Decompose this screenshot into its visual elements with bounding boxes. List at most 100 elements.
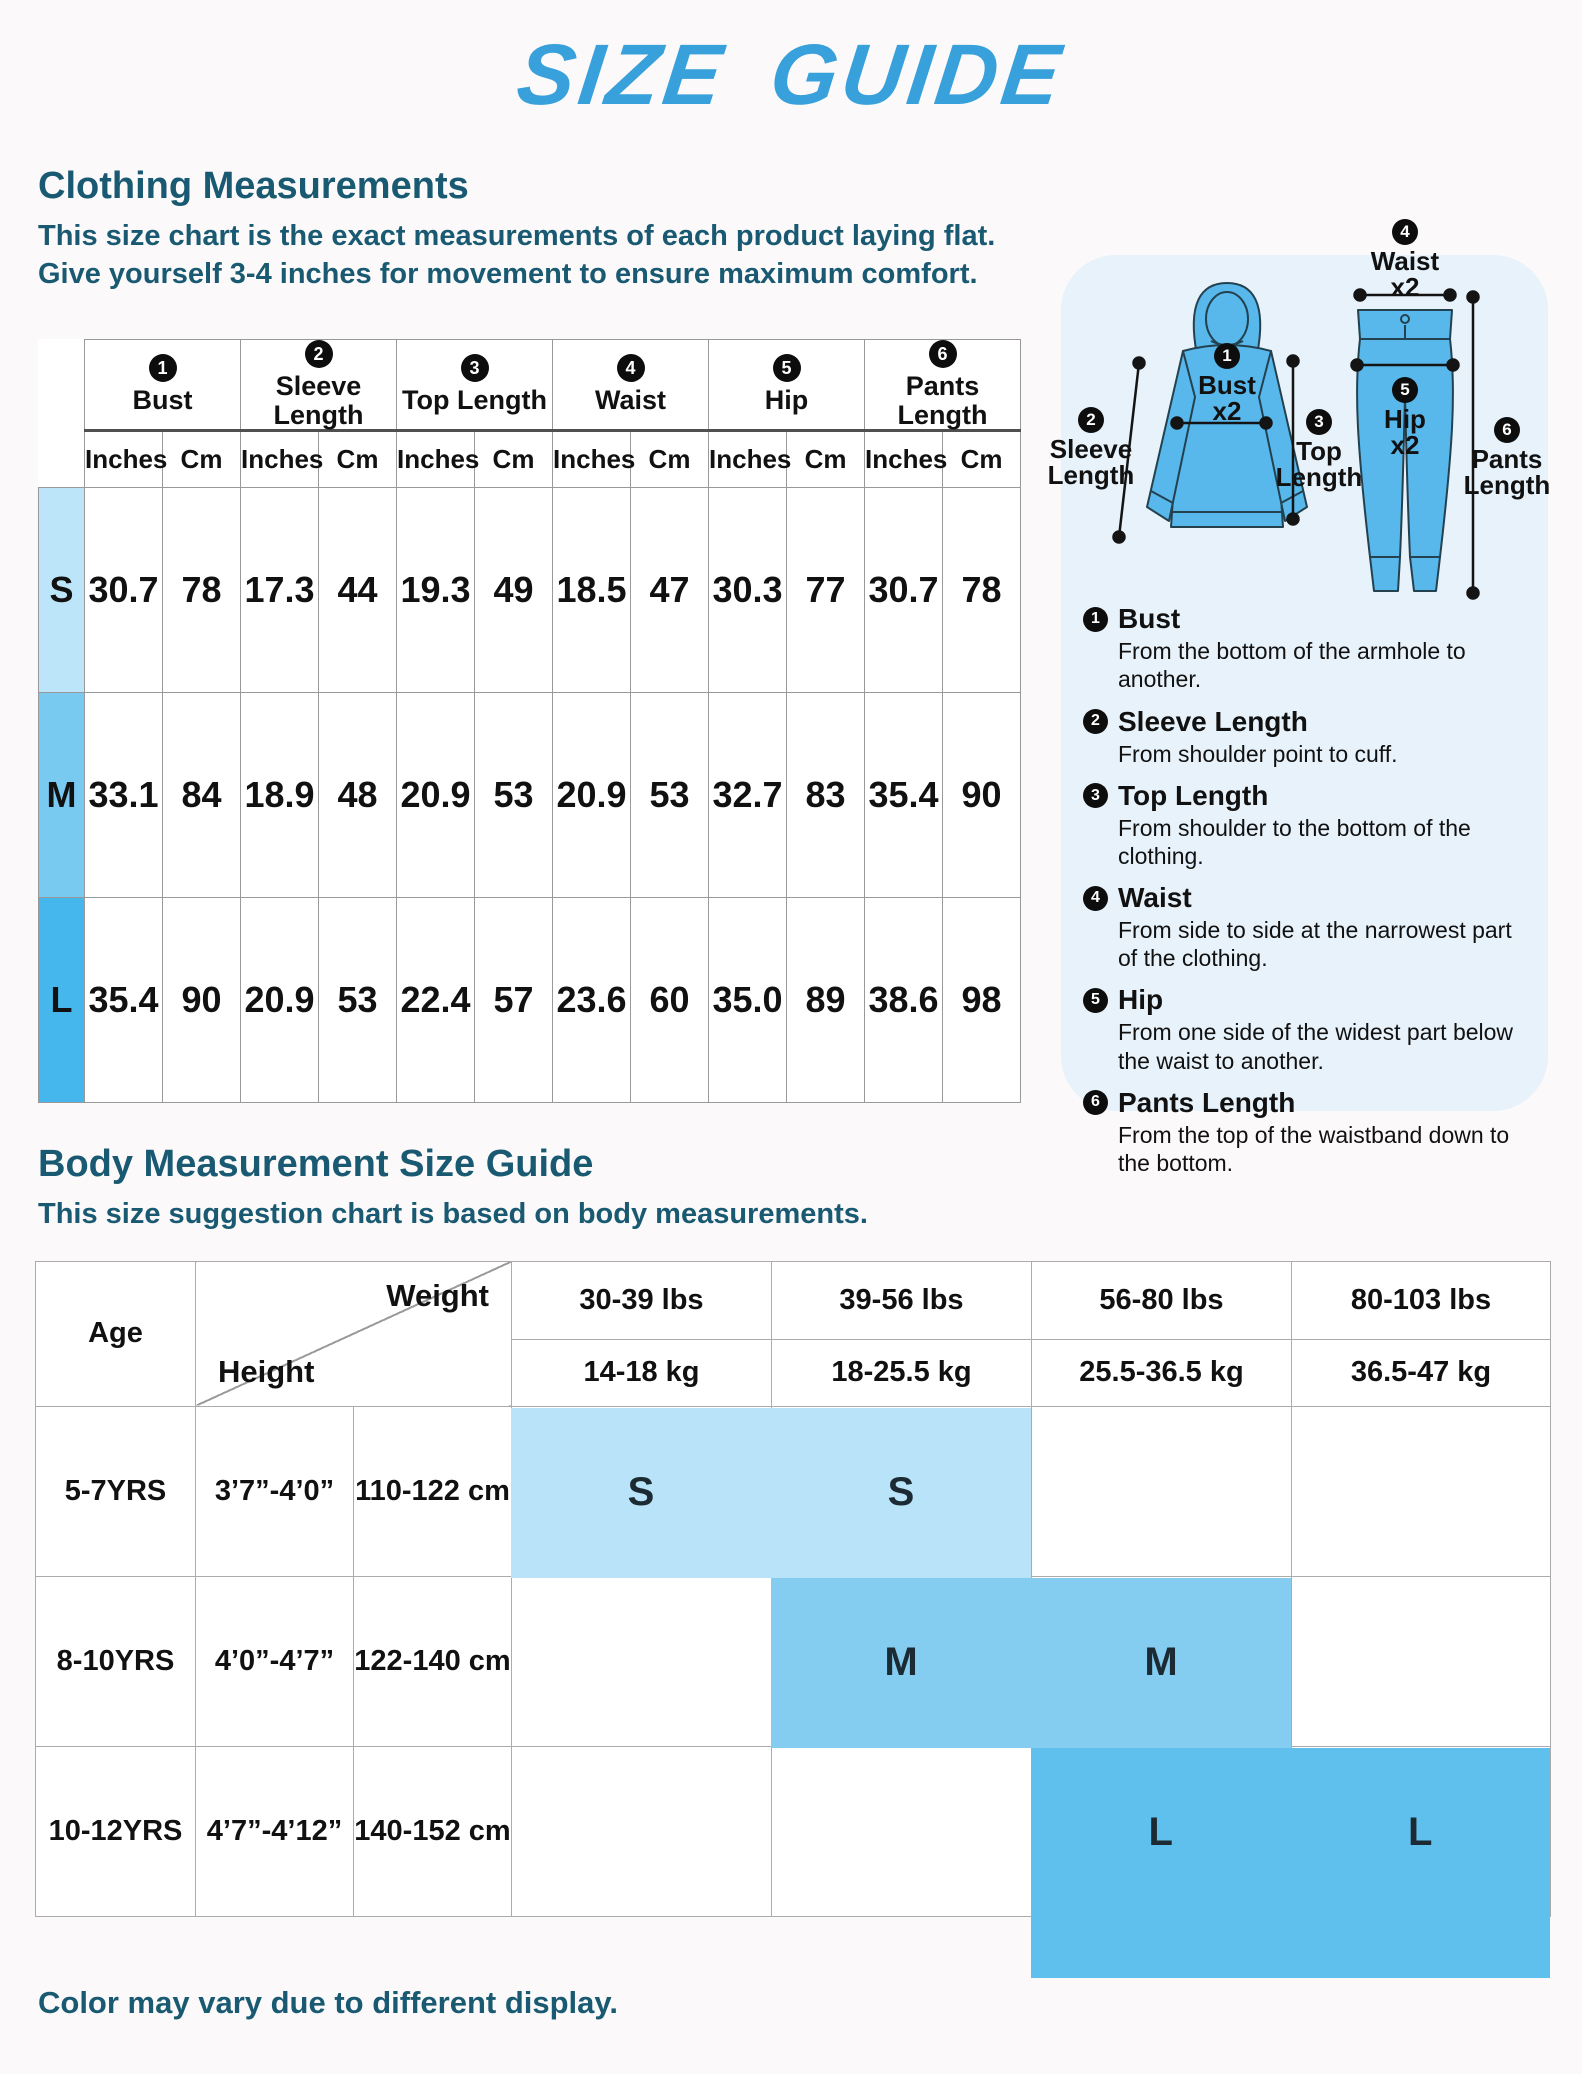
age-cell: 10-12YRS — [35, 1745, 196, 1917]
hoodie-illustration — [1146, 282, 1308, 529]
color-disclaimer: Color may vary due to different display. — [38, 1984, 618, 2020]
number-4-icon: 4 — [1392, 218, 1418, 245]
unit-inches: Inches — [864, 429, 947, 488]
unit-inches: Inches — [396, 429, 479, 488]
band-letter: S — [887, 1470, 915, 1515]
weight-label: Weight — [386, 1277, 489, 1313]
unit-cm: Cm — [474, 429, 553, 488]
height-cm-cell: 140-152 cm — [353, 1745, 512, 1917]
measurement-diagram-panel: 1 Bust x2 2 Sleeve Length 3 Top Length 4… — [1048, 218, 1550, 1176]
definition-term: Pants Length — [1118, 1086, 1296, 1118]
age-cell: 5-7YRS — [35, 1405, 196, 1577]
empty-cell — [771, 1745, 1032, 1917]
value-cell: 77 — [786, 486, 866, 693]
value-cell: 53 — [318, 896, 397, 1103]
unit-inches: Inches — [84, 429, 167, 488]
weight-col-lbs: 56-80 lbs — [1031, 1260, 1292, 1340]
page-title: SIZE GUIDE — [0, 26, 1582, 125]
number-3-icon: 3 — [1306, 408, 1332, 435]
annotation-bust: 1 Bust x2 — [1157, 339, 1297, 425]
number-2-icon: 2 — [1078, 406, 1104, 433]
definition-desc: From shoulder point to cuff. — [1118, 740, 1398, 767]
height-ft-cell: 4’7”-4’12” — [195, 1745, 354, 1917]
page-title-text: SIZE GUIDE — [512, 27, 1070, 123]
corner-cell — [38, 430, 85, 488]
definition-waist: 4 Waist From side to side at the narrowes… — [1083, 882, 1535, 972]
number-1-icon: 1 — [1083, 606, 1108, 632]
size-label-s: S — [38, 486, 85, 693]
col-header-pants-length: 6 Pants Length — [864, 339, 1022, 432]
value-cell: 20.9 — [396, 691, 475, 898]
table-row-size-s: S 30.7 78 17.3 44 19.3 49 18.5 47 30.3 7… — [38, 486, 1022, 693]
weight-col-lbs: 30-39 lbs — [511, 1260, 772, 1340]
band-letter: S — [627, 1470, 655, 1515]
empty-cell — [1291, 1575, 1551, 1747]
clothing-measurements-table: 1 Bust 2 Sleeve Length 3 Top Length 4 Waist … — [38, 339, 1022, 1103]
number-1-icon: 1 — [148, 354, 177, 383]
definition-term: Bust — [1118, 603, 1181, 635]
unit-cm: Cm — [786, 429, 866, 488]
value-cell: 35.4 — [84, 896, 163, 1103]
unit-inches: Inches — [552, 429, 635, 488]
col-header-bust: 1 Bust — [84, 339, 241, 432]
measurement-definitions: 1 Bust From the bottom of the armhole to … — [1083, 603, 1535, 1189]
value-cell: 78 — [942, 486, 1022, 693]
value-cell: 17.3 — [240, 486, 319, 693]
weight-col-kg: 36.5-47 kg — [1291, 1338, 1551, 1407]
weight-col-kg: 18-25.5 kg — [771, 1338, 1032, 1407]
empty-cell — [1031, 1405, 1292, 1577]
clothing-measurements-heading: Clothing Measurements — [38, 165, 469, 207]
unit-cm: Cm — [629, 429, 710, 488]
age-cell: 8-10YRS — [35, 1575, 196, 1747]
value-cell: 78 — [162, 486, 241, 693]
value-cell: 49 — [474, 486, 553, 693]
value-cell: 30.3 — [708, 486, 788, 693]
unit-header-row: Inches Cm Inches Cm Inches Cm Inches Cm … — [38, 429, 1022, 488]
definition-term: Top Length — [1118, 779, 1269, 811]
annotation-hip: 5 Hip x2 — [1335, 373, 1475, 459]
definition-hip: 5 Hip From one side of the widest part be… — [1083, 984, 1535, 1074]
value-cell: 53 — [474, 691, 553, 898]
value-cell: 33.1 — [84, 691, 163, 898]
size-label-l: L — [38, 896, 85, 1103]
body-measurement-heading: Body Measurement Size Guide — [38, 1142, 594, 1185]
value-cell: 30.7 — [84, 486, 163, 693]
size-band-l: L L — [1031, 1747, 1550, 1978]
number-1-icon: 1 — [1214, 342, 1240, 369]
value-cell: 89 — [786, 896, 866, 1103]
number-2-icon: 2 — [304, 340, 333, 369]
number-5-icon: 5 — [1083, 987, 1108, 1013]
value-cell: 32.7 — [708, 691, 788, 898]
clothing-section-body: 1 Bust 2 Sleeve Length 3 Top Length 4 Waist … — [38, 218, 1582, 1176]
weight-height-diagonal-cell: Weight Height — [195, 1260, 512, 1407]
value-cell: 35.0 — [708, 896, 788, 1103]
number-3-icon: 3 — [460, 354, 489, 383]
corner-cell — [38, 339, 85, 431]
annotation-top-length: 3 Top Length — [1264, 405, 1374, 491]
value-cell: 18.9 — [240, 691, 319, 898]
number-6-icon: 6 — [928, 340, 957, 369]
number-5-icon: 5 — [772, 354, 801, 383]
body-measurement-table-wrap: Age Weight Height 30-39 lbs 39-56 lbs 56… — [35, 1260, 1551, 1978]
number-4-icon: 4 — [1083, 885, 1108, 911]
empty-cell — [511, 1745, 772, 1917]
band-letter: L — [1148, 1810, 1173, 1855]
weight-kg-row: 14-18 kg 18-25.5 kg 25.5-36.5 kg 36.5-47… — [36, 1338, 1551, 1407]
value-cell: 90 — [942, 691, 1022, 898]
height-cm-cell: 122-140 cm — [353, 1575, 512, 1747]
definition-sleeve-length: 2 Sleeve Length From shoulder point to cu… — [1083, 706, 1535, 768]
definition-term: Hip — [1118, 984, 1164, 1016]
size-band-m: M M — [771, 1577, 1291, 1748]
number-4-icon: 4 — [616, 354, 645, 383]
unit-cm: Cm — [162, 429, 241, 488]
number-3-icon: 3 — [1083, 783, 1108, 809]
value-cell: 53 — [629, 691, 710, 898]
unit-inches: Inches — [240, 429, 323, 488]
age-header: Age — [35, 1260, 196, 1407]
empty-cell — [511, 1575, 772, 1747]
height-cm-cell: 110-122 cm — [353, 1405, 512, 1577]
definition-desc: From one side of the widest part below t… — [1118, 1019, 1514, 1074]
value-cell: 47 — [629, 486, 710, 693]
height-ft-cell: 4’0”-4’7” — [195, 1575, 354, 1747]
band-letter: M — [884, 1640, 918, 1685]
